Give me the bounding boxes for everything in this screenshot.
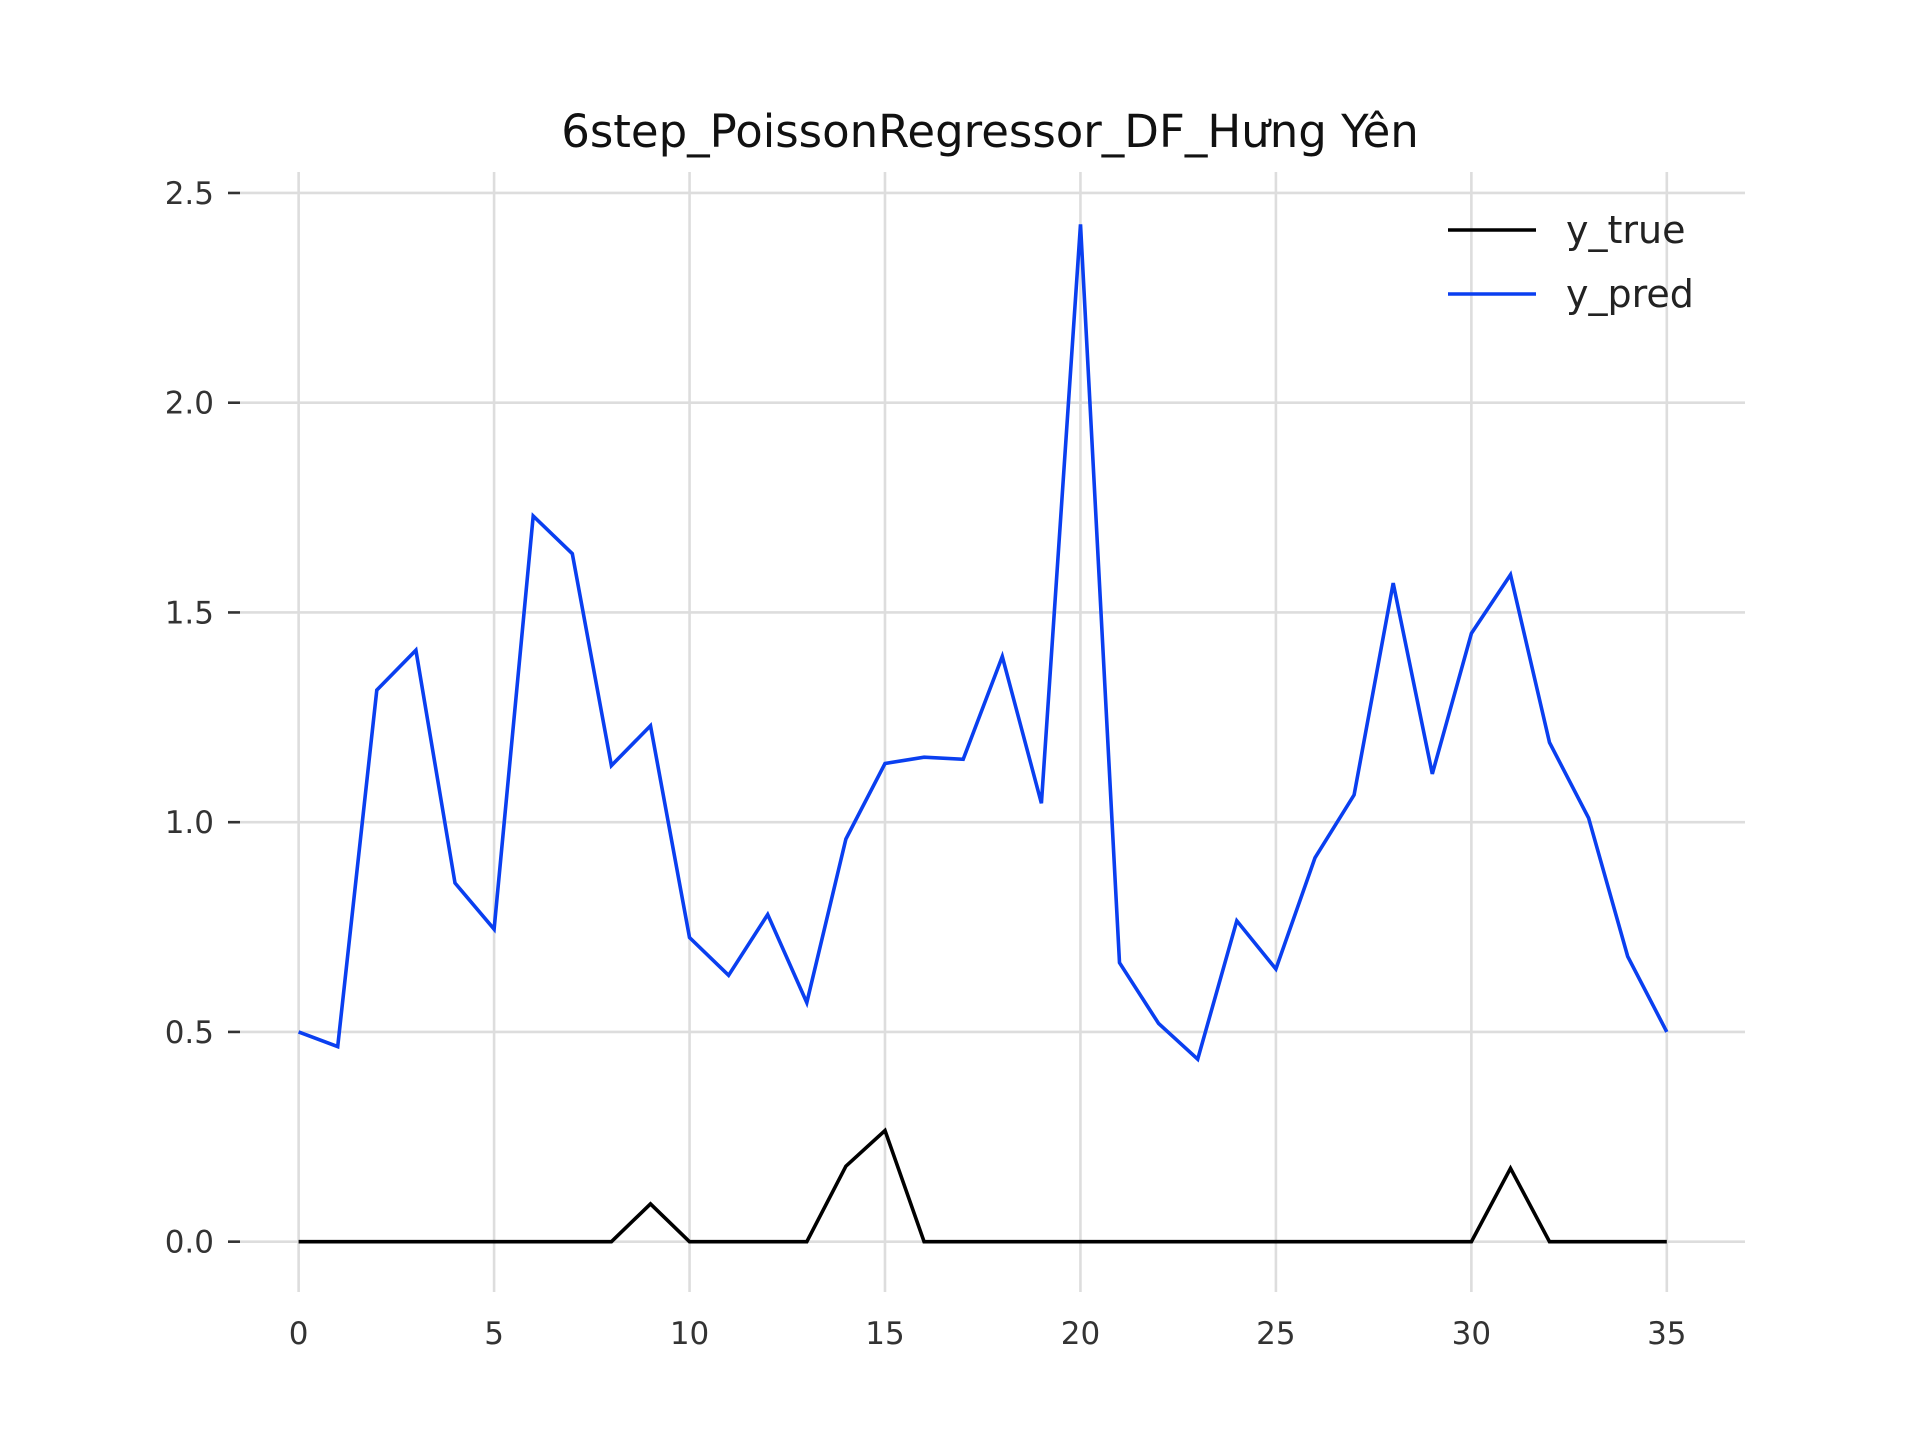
- y-tick-label: 1.5: [165, 595, 214, 631]
- x-tick-label: 25: [1256, 1316, 1295, 1352]
- series-line-y-true: [298, 1127, 1667, 1244]
- y-tick-label: 1.0: [165, 805, 214, 841]
- x-tick-label: 30: [1452, 1316, 1491, 1352]
- series-line-y-pred: [297, 224, 1669, 1063]
- series-lines: [297, 224, 1669, 1244]
- legend-label-y-pred: y_pred: [1566, 272, 1694, 316]
- x-tick-label: 10: [670, 1316, 709, 1352]
- y-tick-label: 0.5: [165, 1015, 214, 1051]
- axes: 0 5 10 15 20 25 30 35 0.0 0.5 1.0 1.5 2.0 2.5: [165, 176, 1687, 1352]
- y-tick-label: 0.0: [165, 1225, 214, 1261]
- x-tick-label: 20: [1061, 1316, 1100, 1352]
- x-tick-label: 5: [484, 1316, 504, 1352]
- x-tick-label: 15: [865, 1316, 904, 1352]
- x-tick-label: 0: [289, 1316, 309, 1352]
- legend: y_true y_pred: [1448, 208, 1694, 316]
- x-tick-label: 35: [1647, 1316, 1686, 1352]
- y-tick-label: 2.5: [165, 176, 214, 212]
- y-tick-label: 2.0: [165, 386, 214, 422]
- chart-title: 6step_PoissonRegressor_DF_Hưng Yên: [561, 105, 1419, 158]
- legend-label-y-true: y_true: [1566, 208, 1685, 252]
